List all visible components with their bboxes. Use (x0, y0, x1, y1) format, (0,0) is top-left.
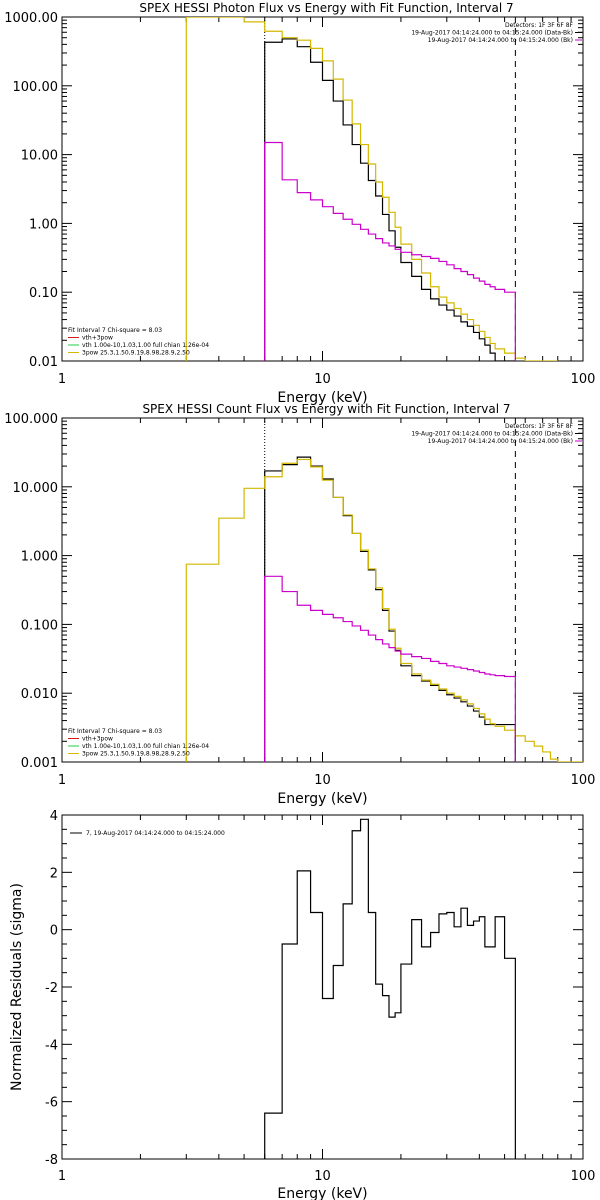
detector-annotation: 19-Aug-2017 04:14:24.000 to 04:15:24.000… (428, 37, 573, 44)
y-tick-label: 0 (50, 924, 58, 939)
detector-annotation: 19-Aug-2017 04:14:24.000 to 04:15:24.000… (411, 30, 573, 37)
plot-area (186, 418, 583, 762)
x-tick-label: 10 (314, 1169, 331, 1184)
detector-annotation: Detectors: 1F 3F 6F 8F (505, 22, 574, 29)
detector-annotation: 19-Aug-2017 04:14:24.000 to 04:15:24.000… (428, 438, 573, 445)
y-tick-label: 0.10 (29, 286, 58, 301)
fit-legend-text: vth+3pow (82, 736, 113, 743)
x-tick-label: 1 (58, 372, 66, 387)
chart-title: SPEX HESSI Photon Flux vs Energy with Fi… (139, 1, 513, 15)
y-axis-label: Normalized Residuals (sigma) (9, 883, 25, 1091)
x-axis-label: Energy (keV) (277, 791, 367, 807)
fit-legend-text: Fit Interval 7 Chi-square = 8.03 (68, 327, 162, 334)
y-tick-label: -6 (45, 1096, 58, 1111)
x-tick-label: 100 (571, 773, 596, 788)
fit-legend-text: 3pow 25.3,1.50,9.19,8.98,28.9,2.50 (82, 350, 190, 357)
y-tick-label: -2 (45, 981, 58, 996)
y-tick-label: 1.000 (21, 550, 58, 565)
x-axis-label: Energy (keV) (277, 1186, 367, 1200)
y-tick-label: 0.001 (21, 756, 58, 771)
residuals-panel: 1 10 100 4 2 0 -2 -4 -6 -8 Energy (keV) Normalized … (9, 809, 595, 1200)
residual-legend-text: 7, 19-Aug-2017 04:14:24.000 to 04:15:24.… (86, 830, 225, 837)
series-1-line (186, 17, 557, 361)
detector-annotation: 19-Aug-2017 04:14:24.000 to 04:15:24.000… (411, 431, 573, 438)
y-tick-label: 2 (50, 866, 58, 881)
plot-area (265, 819, 516, 1159)
series-2-line (265, 142, 516, 361)
y-tick-label: 4 (50, 809, 58, 824)
y-tick-label: 10.00 (21, 149, 58, 164)
series-2-line (265, 576, 516, 762)
chart-title: SPEX HESSI Count Flux vs Energy with Fit… (142, 402, 510, 416)
x-tick-label: 1 (58, 1169, 66, 1184)
y-tick-label: 0.01 (29, 355, 58, 370)
y-tick-label: -8 (45, 1153, 58, 1168)
series-0-line (265, 39, 516, 361)
x-tick-label: 1 (58, 773, 66, 788)
fit-legend-text: vth 1.00e-10,1.03,1.00 full chian 1.26e-… (82, 342, 209, 349)
y-tick-label: 0.100 (21, 618, 58, 633)
fit-legend-text: vth+3pow (82, 335, 113, 342)
series-0-line (265, 819, 516, 1159)
x-tick-label: 100 (571, 1169, 596, 1184)
fit-legend-text: Fit Interval 7 Chi-square = 8.03 (68, 728, 162, 735)
y-tick-label: 100.00 (13, 80, 59, 95)
y-tick-label: -4 (45, 1038, 58, 1053)
y-tick-label: 100.000 (4, 412, 58, 427)
x-tick-label: 100 (571, 372, 596, 387)
y-tick-label: 10.000 (13, 481, 59, 496)
fit-legend-text: vth 1.00e-10,1.03,1.00 full chian 1.26e-… (82, 743, 209, 750)
y-tick-label: 1000.00 (4, 11, 58, 26)
count-flux-panel: 1 10 100 100.000 10.000 1.000 0.100 0.010 0.001 S… (4, 402, 595, 807)
y-tick-label: 0.010 (21, 687, 58, 702)
x-tick-label: 10 (314, 372, 331, 387)
photon-flux-panel: 1 10 100 1000.00 100.00 10.00 1.00 0.10 0.01 SPEX… (4, 1, 595, 406)
series-0-line (265, 457, 516, 762)
detector-annotation: Detectors: 1F 3F 6F 8F (505, 423, 574, 430)
chart-figure: 1 10 1001000.00100.0010.001.000.100.01SPEX… (0, 0, 600, 1200)
fit-legend-text: 3pow 25.3,1.50,9.19,8.98,28.9,2.50 (82, 751, 190, 758)
plot-area (186, 17, 557, 361)
x-tick-label: 10 (314, 773, 331, 788)
y-tick-label: 1.00 (29, 217, 58, 232)
